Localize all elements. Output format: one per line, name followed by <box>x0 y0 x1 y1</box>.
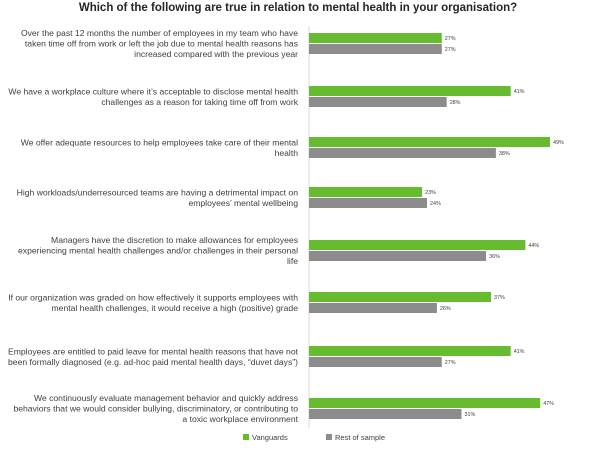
category-label-line: If our organization was graded on how ef… <box>8 292 298 302</box>
bar-vanguards <box>309 292 491 302</box>
bar-vanguards <box>309 398 541 408</box>
legend-label-vanguards: Vanguards <box>252 433 288 442</box>
value-label-rest-of-sample: 26% <box>440 306 451 312</box>
category-label: We have a workplace culture where it’s a… <box>8 86 298 107</box>
value-label-vanguards: 37% <box>494 295 505 301</box>
bar-rest-of-sample <box>309 44 442 54</box>
category-label-line: Employees are entitled to paid leave for… <box>8 346 299 356</box>
category-label: Over the past 12 months the number of em… <box>21 28 298 59</box>
value-label-rest-of-sample: 28% <box>450 100 461 106</box>
bar-vanguards <box>309 86 511 96</box>
bar-rest-of-sample <box>309 251 487 261</box>
value-label-vanguards: 44% <box>528 243 539 249</box>
category-label-line: challenges as a reason for taking time o… <box>101 97 298 107</box>
bar-vanguards <box>309 33 442 43</box>
category-label-line: High workloads/underresourced teams are … <box>17 187 299 197</box>
value-label-vanguards: 41% <box>514 89 525 95</box>
value-label-vanguards: 41% <box>514 349 525 355</box>
bar-vanguards <box>309 346 511 356</box>
bar-vanguards <box>309 240 526 250</box>
bar-rest-of-sample <box>309 198 427 208</box>
value-label-rest-of-sample: 27% <box>445 360 456 366</box>
category-label-line: life <box>287 256 298 266</box>
bar-rest-of-sample <box>309 303 437 313</box>
legend-swatch-rest-of-sample <box>326 434 332 440</box>
legend-swatch-vanguards <box>243 434 249 440</box>
category-label: Employees are entitled to paid leave for… <box>8 346 299 367</box>
category-label: We continuously evaluate management beha… <box>13 393 298 424</box>
category-label-line: increased compared with the previous yea… <box>134 49 298 59</box>
value-label-vanguards: 23% <box>425 190 436 196</box>
value-label-rest-of-sample: 27% <box>445 47 456 53</box>
category-label-line: Managers have the discretion to make all… <box>51 235 298 245</box>
bar-vanguards <box>309 137 550 147</box>
value-label-rest-of-sample: 24% <box>430 201 441 207</box>
value-label-vanguards: 47% <box>543 401 554 407</box>
category-label-line: We continuously evaluate management beha… <box>34 393 298 403</box>
value-label-rest-of-sample: 31% <box>465 412 476 418</box>
category-label-line: We offer adequate resources to help empl… <box>21 137 298 147</box>
category-label-line: been formally diagnosed (e.g. ad-hoc pai… <box>8 357 298 367</box>
category-label: High workloads/underresourced teams are … <box>17 187 299 208</box>
bar-rest-of-sample <box>309 357 442 367</box>
category-label-line: experiencing mental health challenges an… <box>18 246 298 256</box>
category-label-line: health <box>275 148 299 158</box>
bar-rest-of-sample <box>309 409 462 419</box>
category-label-line: Over the past 12 months the number of em… <box>21 28 298 38</box>
category-label-line: behaviors that we would consider bullyin… <box>13 404 298 414</box>
category-label: We offer adequate resources to help empl… <box>21 137 298 158</box>
bar-vanguards <box>309 187 423 197</box>
category-label: If our organization was graded on how ef… <box>8 292 298 313</box>
value-label-rest-of-sample: 38% <box>499 151 510 157</box>
value-label-rest-of-sample: 36% <box>489 254 500 260</box>
bar-rest-of-sample <box>309 148 496 158</box>
category-label-line: mental health challenges, it would recei… <box>52 303 299 313</box>
category-label-line: We have a workplace culture where it’s a… <box>8 86 298 96</box>
bar-rest-of-sample <box>309 97 447 107</box>
category-label-line: employees’ mental wellbeing <box>188 198 298 208</box>
category-label: Managers have the discretion to make all… <box>18 235 298 266</box>
category-label-line: taken time off from work or left the job… <box>25 39 298 49</box>
value-label-vanguards: 27% <box>445 36 456 42</box>
category-label-line: a toxic workplace environment <box>182 414 298 424</box>
chart-title: Which of the following are true in relat… <box>78 2 518 14</box>
legend-label-rest-of-sample: Rest of sample <box>335 433 385 442</box>
value-label-vanguards: 49% <box>553 140 564 146</box>
